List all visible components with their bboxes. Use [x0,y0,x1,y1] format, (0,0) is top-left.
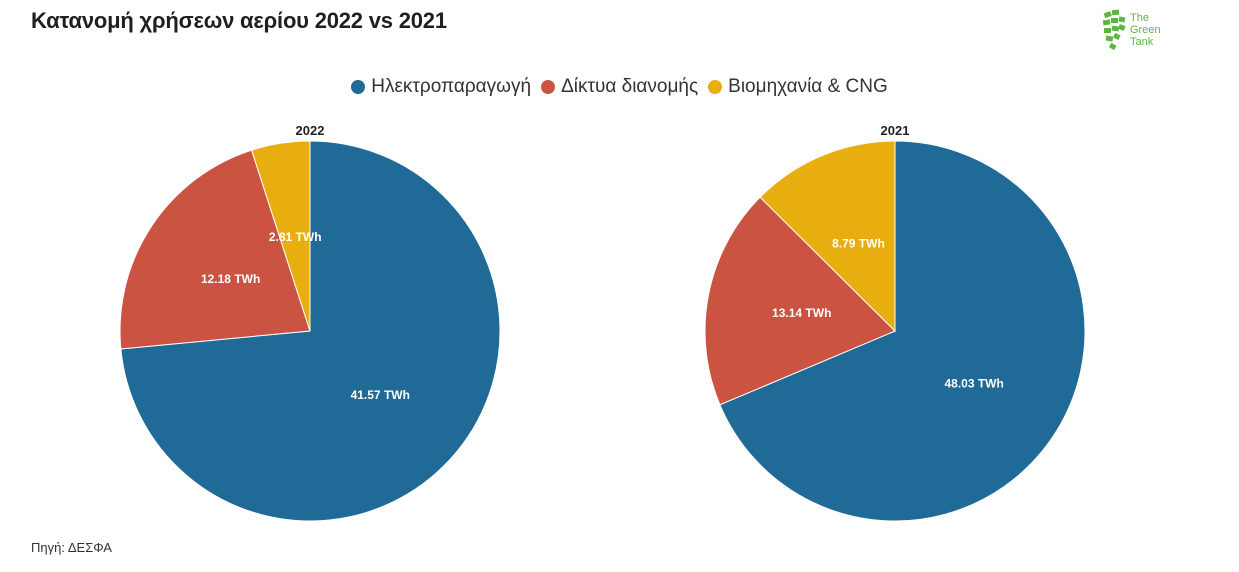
legend-swatch-network [541,80,556,94]
pie-title-2022: 2022 [295,123,325,138]
pie-chart-2022: 41.57 TWh 12.18 TWh 2.81 TWh [119,140,501,522]
legend-item-power[interactable]: Ηλεκτροπαραγωγή [351,76,531,98]
data-label-power: 48.03 TWh [944,377,1003,391]
chart-title: Κατανομή χρήσεων αερίου 2022 vs 2021 [31,8,447,33]
logo-line-1: The [1130,12,1149,24]
legend-label-power: Ηλεκτροπαραγωγή [371,76,532,97]
data-label-power: 41.57 TWh [351,388,410,402]
pie-chart-2021: 48.03 TWh 13.14 TWh 8.79 TWh [704,140,1086,522]
pie-slice-industry[interactable] [251,140,311,332]
data-label-industry: 2.81 TWh [269,230,322,244]
legend-label-industry: Βιομηχανία & CNG [728,76,888,97]
data-label-industry: 8.79 TWh [832,236,885,250]
legend-label-network: Δίκτυα διανομής [561,76,699,97]
data-label-network: 12.18 TWh [201,272,260,286]
pie-slice-industry[interactable] [759,140,896,333]
data-label-network: 13.14 TWh [772,306,831,320]
logo-text: The Green Tank [1130,12,1161,48]
legend-item-network[interactable]: Δίκτυα διανομής [541,76,698,98]
leaf-fan-logo-icon [1102,9,1126,51]
source-note: Πηγή: ΔΕΣΦΑ [31,540,112,555]
logo-line-2: Green [1130,24,1161,36]
pie-slice-network[interactable] [119,149,311,350]
pie-slice-network[interactable] [704,196,896,406]
green-tank-logo: The Green Tank [1100,8,1180,60]
pie-title-2021: 2021 [880,123,910,138]
legend-swatch-power [351,80,366,94]
legend-swatch-industry [708,80,723,94]
chart-legend: Ηλεκτροπαραγωγή Δίκτυα διανομής Βιομηχαν… [0,76,1239,98]
pie-slice-power[interactable] [719,140,1086,522]
logo-line-3: Tank [1130,36,1154,48]
legend-item-industry[interactable]: Βιομηχανία & CNG [708,76,888,98]
